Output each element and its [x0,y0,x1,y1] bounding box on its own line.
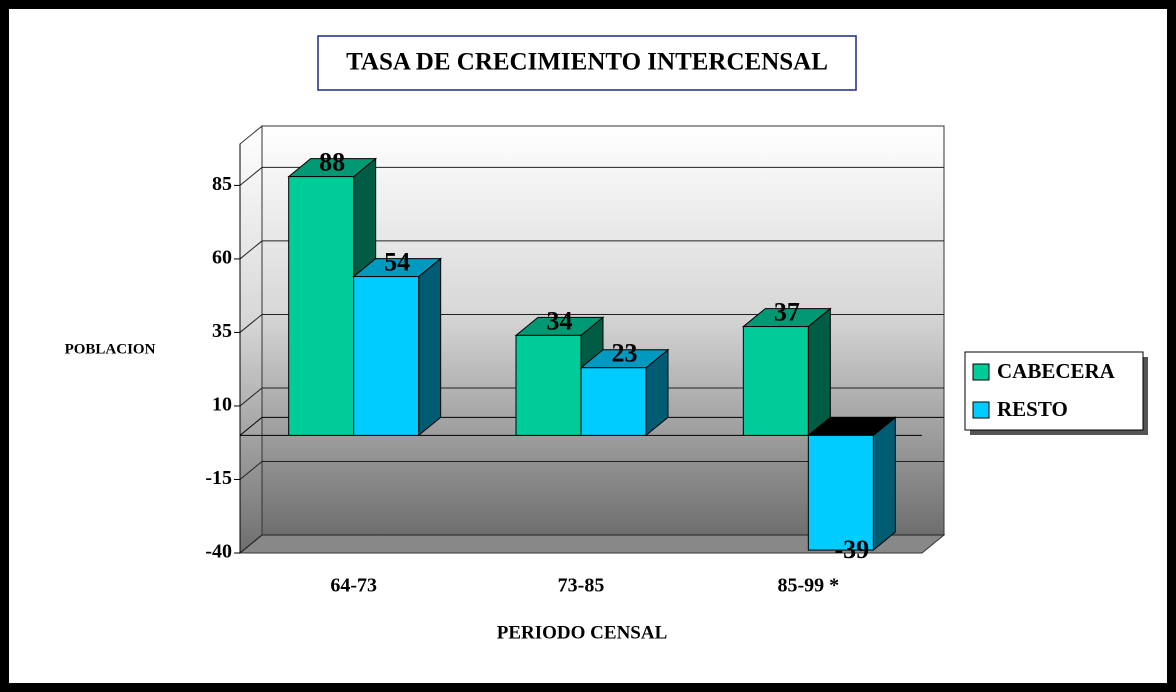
bar-front [580,367,647,436]
bar-front [742,326,809,436]
grid-line [239,534,944,554]
grid-line [239,166,944,186]
legend-swatch [972,401,990,419]
title-box [317,35,857,91]
x-tick-label: 64-73 [330,575,377,597]
bar [579,348,670,437]
y-tick-label: 60 [212,247,232,269]
data-label: 23 [612,339,638,368]
grid-line [239,240,944,260]
y-tick-label: -40 [205,541,232,563]
y-tick-label: -15 [205,467,232,489]
data-label: 34 [547,306,573,335]
plot-area: -40 -15 10 35 60 85 64-73 88 54 73-85 34 23 85-99 * 3… [205,124,946,597]
y-tick-label: 10 [212,394,232,416]
bar-front [515,334,582,436]
zero-plane [239,416,944,436]
bar [352,257,443,437]
bar [741,307,832,437]
grid-line [239,460,944,480]
y-tick-label: 35 [212,320,232,342]
chart-title: TASA DE CRECIMIENTO INTERCENSAL [346,49,828,76]
legend-label: RESTO [997,397,1068,421]
data-label: 88 [319,148,345,177]
data-label: 37 [774,298,800,327]
y-axis-title: POBLACION [65,341,156,357]
legend-swatch [972,363,990,381]
bar-front [288,176,355,436]
x-axis-title: PERIODO CENSAL [497,622,668,643]
side-wall [239,124,263,555]
legend-label: CABECERA [997,359,1116,383]
data-label: -39 [834,535,869,564]
legend-box [964,351,1144,431]
y-tick-label: 85 [212,173,232,195]
grid-line [239,387,944,407]
bar-front [353,276,420,436]
data-label: 54 [384,248,410,277]
x-tick-label: 73-85 [558,575,605,597]
bar-side [807,307,831,437]
grid-line [239,313,944,333]
bar-front [807,434,874,551]
bar-side [872,416,896,552]
bar [806,416,897,552]
legend: CABECERA RESTO [964,351,1148,435]
bar-side [418,257,442,437]
x-tick-label: 85-99 * [777,575,839,597]
